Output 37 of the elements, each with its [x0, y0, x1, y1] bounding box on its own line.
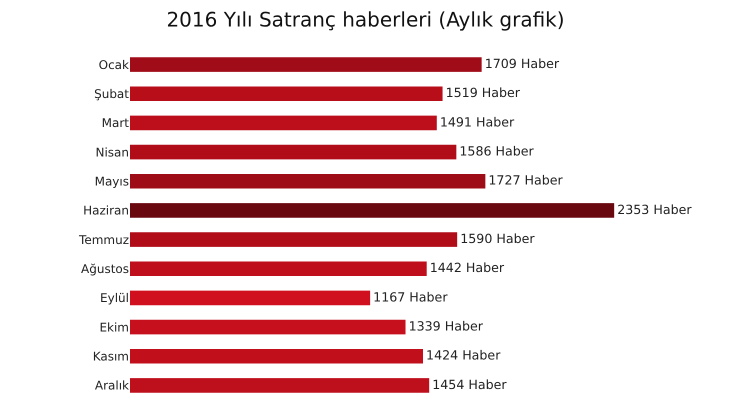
bar: [130, 348, 424, 364]
chart-title: 2016 Yılı Satranç haberleri (Aylık grafik): [166, 7, 565, 32]
data-label: 1727 Haber: [488, 172, 564, 188]
bar: [130, 320, 406, 334]
bar: [130, 174, 486, 189]
y-tick-label: Şubat: [94, 86, 130, 101]
data-label: 2353 Haber: [617, 202, 692, 217]
data-label: 1454 Haber: [432, 376, 508, 392]
y-tick-label: Temmuz: [78, 232, 129, 247]
bar: [130, 290, 370, 306]
bar: [130, 144, 456, 160]
y-tick-label: Haziran: [83, 204, 129, 218]
y-tick-label: Ekim: [99, 320, 129, 334]
bar: [130, 57, 482, 72]
bar: [130, 261, 427, 276]
y-tick-label: Ağustos: [81, 262, 129, 276]
bar: [130, 86, 443, 102]
data-label: 1442 Haber: [430, 260, 505, 276]
data-label: 1709 Haber: [484, 56, 560, 71]
data-label: 1339 Haber: [408, 318, 484, 334]
bar: [130, 116, 437, 130]
data-label: 1590 Haber: [460, 230, 536, 246]
data-label: 1167 Haber: [373, 289, 448, 304]
y-tick-label: Mayıs: [94, 174, 129, 188]
data-label: 1586 Haber: [459, 143, 535, 158]
bar: [130, 378, 430, 393]
data-label: 1519 Haber: [446, 85, 521, 100]
data-label: 1424 Haber: [426, 348, 502, 363]
y-tick-label: Eylül: [100, 291, 129, 306]
y-tick-label: Mart: [102, 116, 130, 130]
y-tick-label: Nisan: [95, 145, 129, 160]
bar: [130, 203, 614, 218]
bar: [130, 232, 458, 247]
y-tick-label: Ocak: [98, 58, 130, 72]
data-label: 1491 Haber: [440, 114, 515, 130]
y-tick-label: Aralık: [94, 378, 130, 393]
y-tick-label: Kasım: [92, 349, 129, 364]
